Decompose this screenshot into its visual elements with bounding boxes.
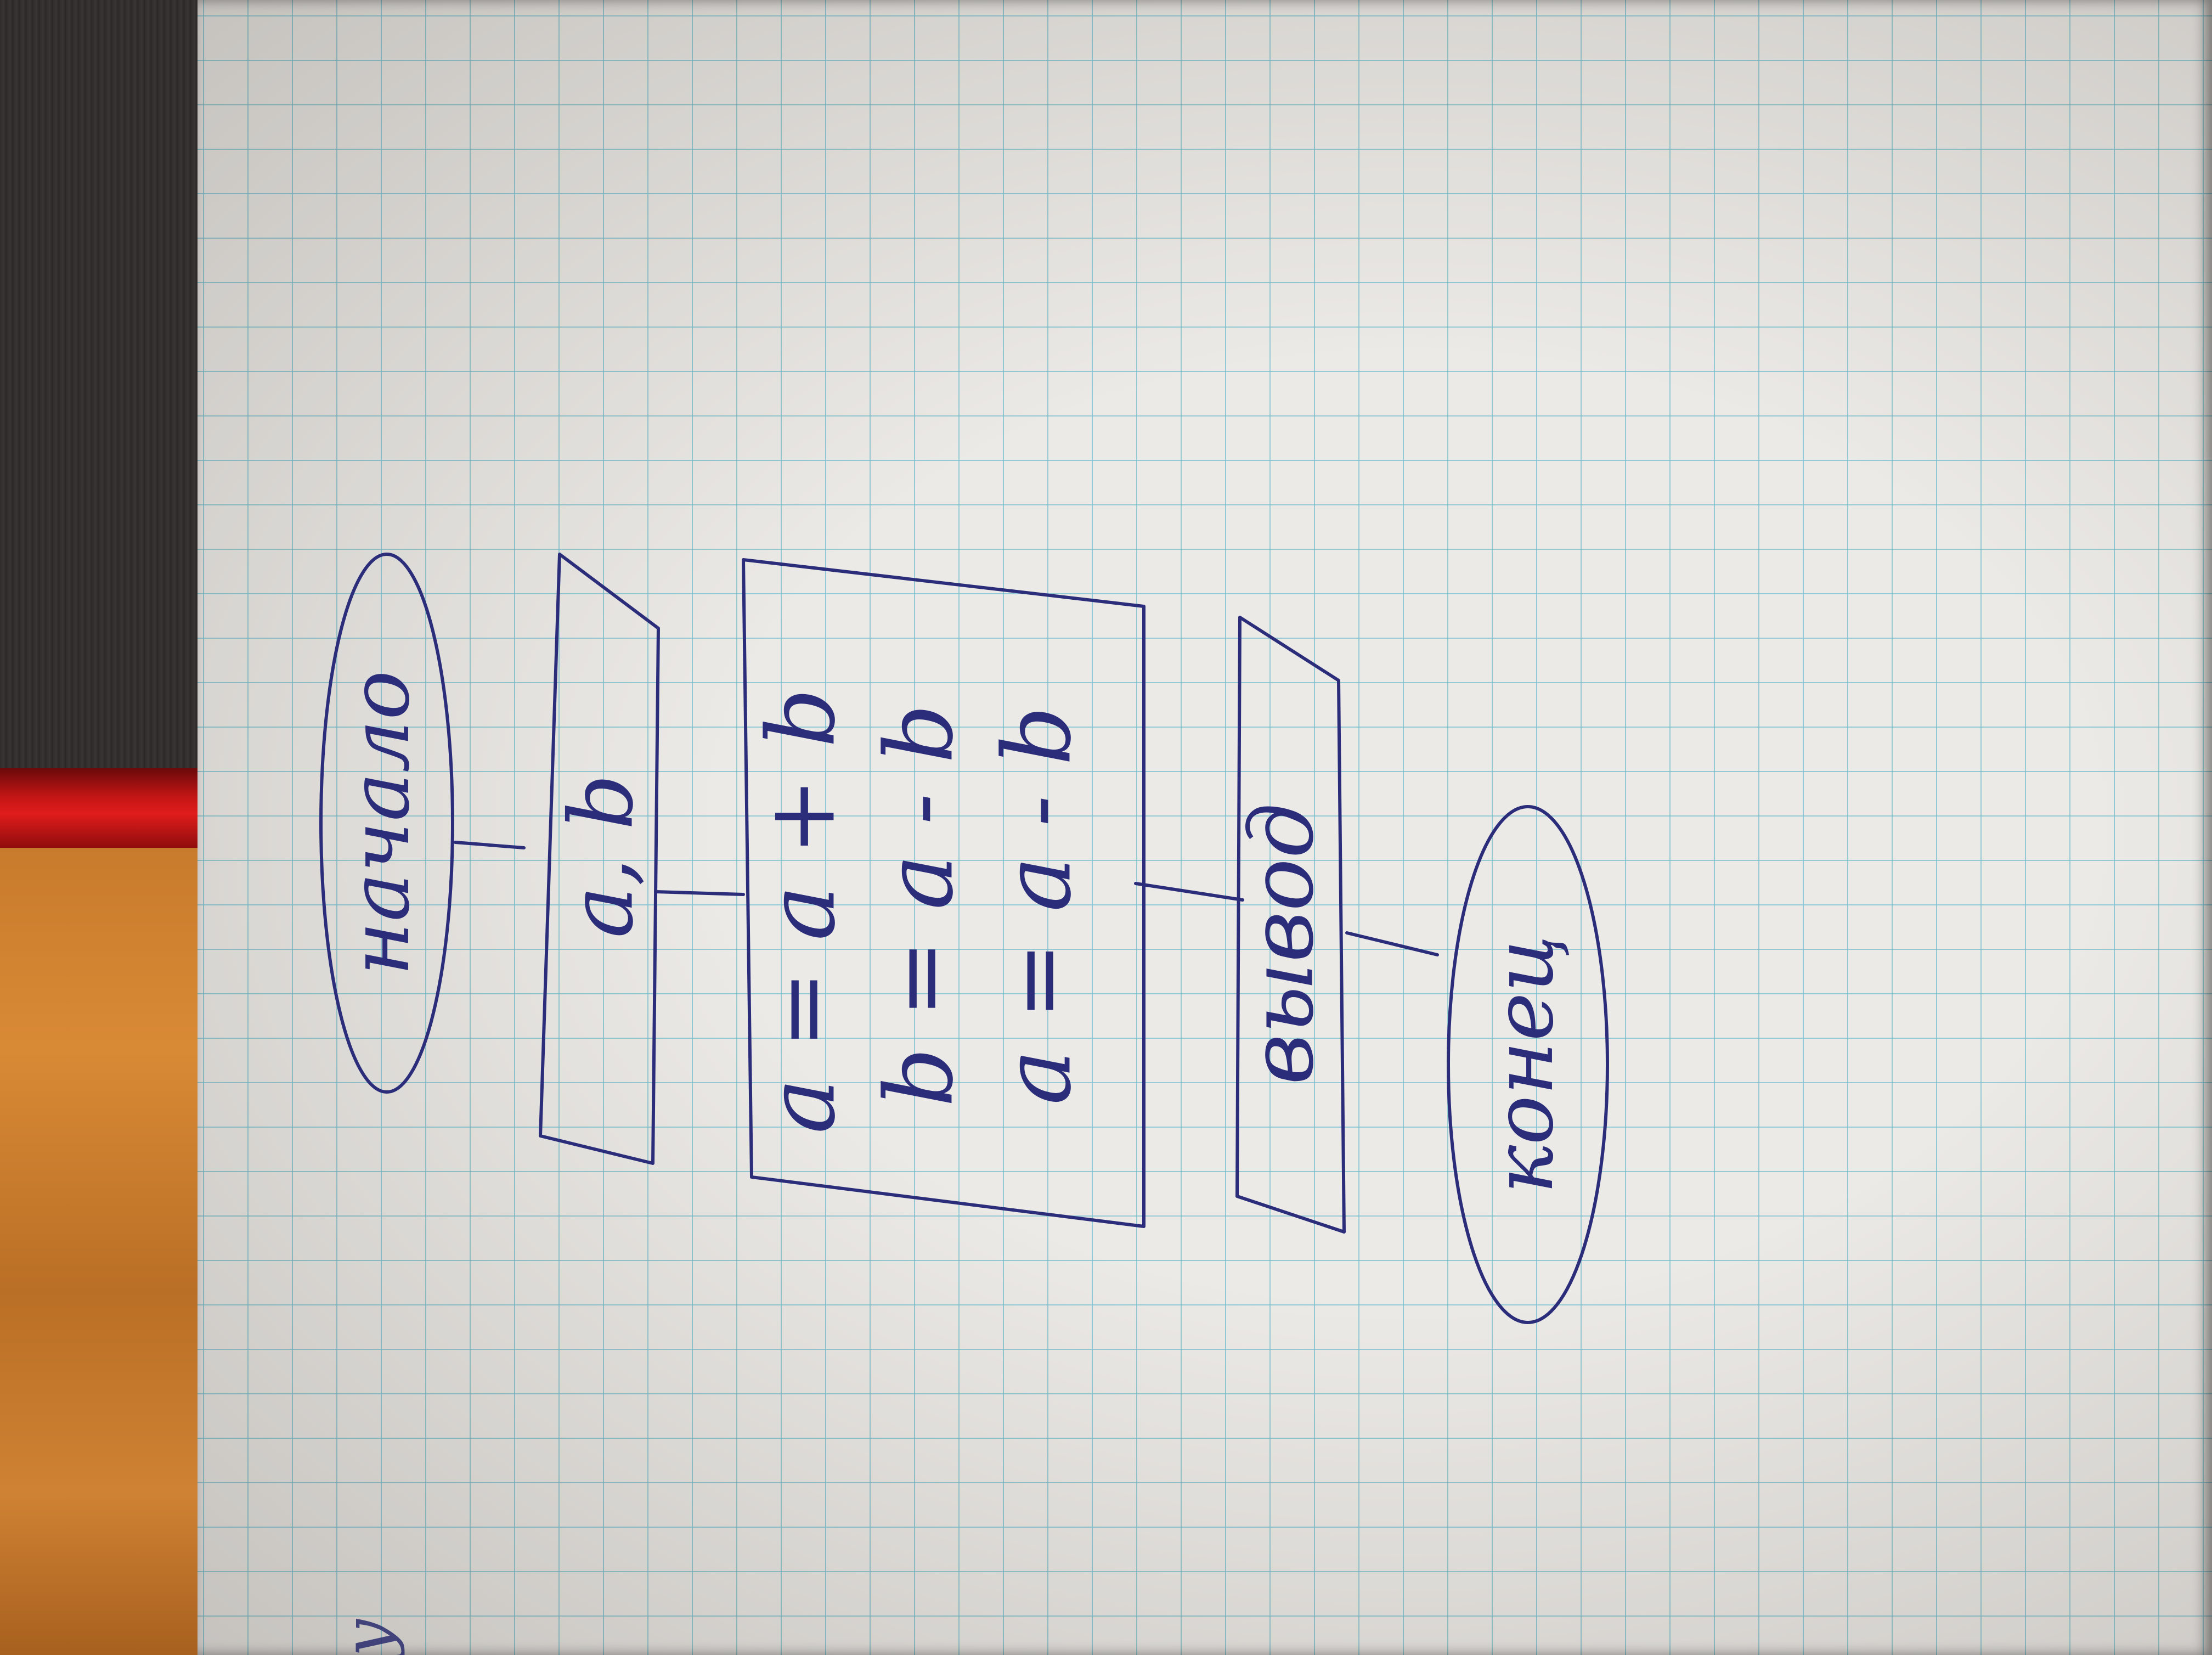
end-terminal: конец bbox=[1447, 805, 1609, 1324]
connector-process-output bbox=[1134, 882, 1244, 902]
end-ellipse bbox=[1447, 805, 1609, 1324]
connector-input-process bbox=[654, 890, 745, 896]
margin-mark: y bbox=[330, 1618, 406, 1655]
process-line-1: a = a + b bbox=[747, 688, 856, 1134]
connector-start-input bbox=[454, 841, 526, 849]
input-parallelogram bbox=[539, 553, 660, 1165]
output-block: вывод bbox=[1231, 616, 1346, 1234]
input-label: a, b bbox=[550, 774, 653, 938]
connector-output-end bbox=[1345, 931, 1439, 956]
red-binding-strip bbox=[0, 768, 208, 851]
output-label: вывод bbox=[1231, 803, 1333, 1085]
end-label: конец bbox=[1476, 935, 1572, 1194]
start-label: начало bbox=[332, 671, 428, 976]
process-rectangle bbox=[742, 558, 1146, 1228]
start-terminal: начало bbox=[319, 553, 454, 1094]
start-ellipse bbox=[319, 553, 454, 1094]
wooden-table-background bbox=[0, 848, 208, 1655]
process-block: a = a + b b = a - b a = a - b bbox=[742, 558, 1146, 1228]
output-parallelogram bbox=[1235, 616, 1346, 1234]
input-block: a, b bbox=[539, 553, 660, 1165]
process-line-3: a = a - b bbox=[983, 706, 1092, 1105]
dark-fabric-background bbox=[0, 0, 208, 779]
process-line-2: b = a - b bbox=[865, 703, 974, 1107]
graph-paper-page bbox=[198, 0, 2212, 1655]
